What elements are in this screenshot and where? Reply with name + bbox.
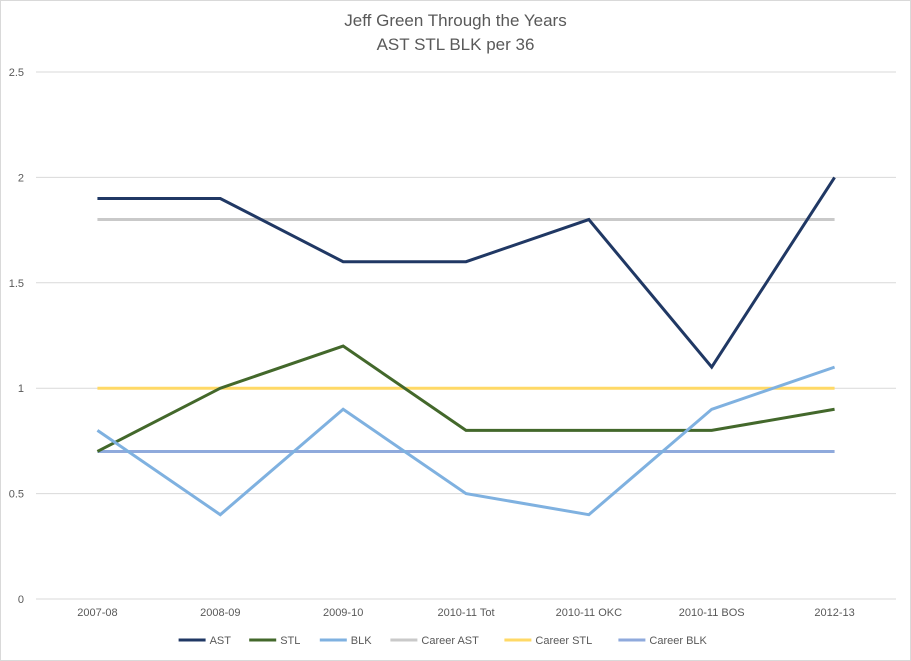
x-tick-label: 2010-11 Tot — [437, 607, 494, 619]
x-tick-label: 2009-10 — [323, 607, 363, 619]
chart-title: Jeff Green Through the Years — [344, 11, 567, 30]
legend-label: AST — [210, 635, 232, 647]
series-line-blk — [96, 365, 836, 517]
legend-label: Career BLK — [649, 635, 707, 647]
x-tick-label: 2010-11 OKC — [556, 607, 623, 619]
legend-label: Career STL — [535, 635, 592, 647]
x-tick-label: 2012-13 — [814, 607, 854, 619]
y-tick-label: 1 — [18, 383, 24, 395]
chart-subtitle: AST STL BLK per 36 — [376, 35, 535, 54]
legend-label: BLK — [351, 635, 372, 647]
x-tick-label: 2008-09 — [200, 607, 240, 619]
x-tick-label: 2007-08 — [77, 607, 117, 619]
series-line-ast — [97, 176, 836, 370]
x-tick-label: 2010-11 BOS — [679, 607, 745, 619]
series-line-stl — [96, 344, 835, 453]
y-tick-label: 1.5 — [9, 278, 24, 290]
legend-label: STL — [280, 635, 300, 647]
y-tick-label: 2.5 — [9, 67, 24, 79]
y-tick-label: 0 — [18, 594, 24, 606]
y-tick-label: 2 — [18, 172, 24, 184]
y-tick-label: 0.5 — [9, 489, 24, 501]
legend-label: Career AST — [421, 635, 479, 647]
